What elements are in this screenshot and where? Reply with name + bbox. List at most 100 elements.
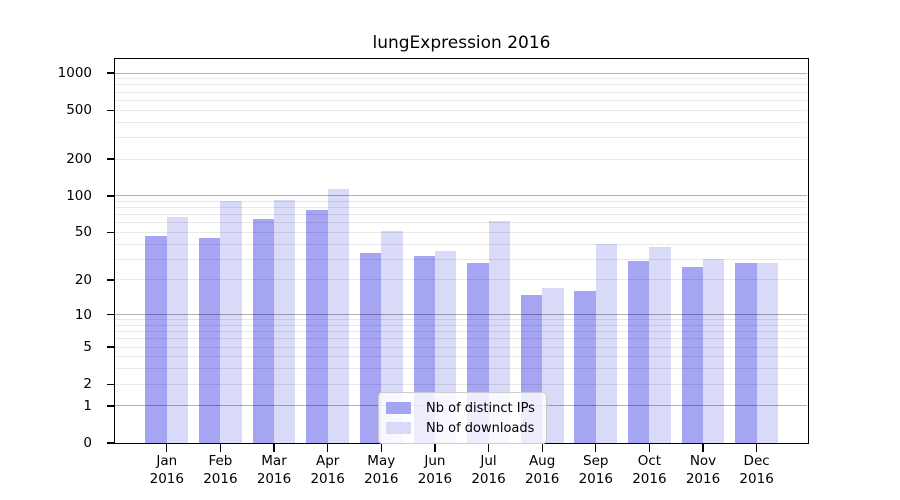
legend-item-downloads: Nb of downloads: [386, 418, 535, 438]
x-tick-label-jun: Jun 2016: [403, 453, 467, 488]
gridline-8: [115, 324, 808, 326]
x-tick-year-aug: 2016: [524, 470, 560, 487]
x-tick-label-nov: Nov 2016: [671, 453, 735, 488]
gridline-400: [115, 121, 808, 123]
gridline-1000: [115, 72, 808, 74]
bar-downloads-sep: [595, 244, 618, 444]
gridline-700: [115, 91, 808, 93]
gridline-20: [115, 279, 808, 281]
x-tick-month-nov: Nov: [689, 453, 717, 469]
gridline-50: [115, 231, 808, 233]
bar-distinct-ips-feb: [199, 237, 221, 444]
x-tick-month-oct: Oct: [637, 453, 662, 469]
y-tick-10: [106, 313, 115, 316]
y-tick-label-500: 500: [66, 102, 92, 119]
x-tick-month-dec: Dec: [743, 453, 770, 469]
x-tick-label-mar: Mar 2016: [242, 453, 306, 488]
y-tick-label-20: 20: [74, 271, 92, 288]
bar-downloads-feb: [220, 201, 242, 444]
x-tick-label-oct: Oct 2016: [617, 453, 681, 488]
gridline-5: [115, 346, 808, 348]
x-tick-mar: [273, 444, 275, 452]
gridline-6: [115, 338, 808, 340]
y-tick-1000: [106, 72, 115, 74]
y-tick-5: [106, 346, 115, 348]
gridline-600: [115, 99, 808, 101]
x-tick-month-apr: Apr: [315, 453, 340, 469]
gridline-30: [115, 258, 808, 260]
x-tick-label-feb: Feb 2016: [188, 453, 252, 488]
gridline-7: [115, 331, 808, 333]
legend-swatch-downloads: [386, 421, 411, 435]
bar-downloads-dec: [756, 262, 778, 444]
x-tick-month-aug: Aug: [528, 453, 556, 469]
x-tick-month-jul: Jul: [480, 453, 497, 469]
x-tick-year-jul: 2016: [471, 470, 506, 487]
y-tick-2: [106, 383, 115, 385]
y-tick-100: [106, 195, 115, 197]
legend-label-downloads: Nb of downloads: [426, 420, 535, 436]
legend: Nb of distinct IPs Nb of downloads: [378, 392, 547, 444]
x-tick-month-sep: Sep: [583, 453, 609, 469]
bar-distinct-ips-oct: [627, 260, 650, 444]
bar-downloads-jul: [488, 221, 510, 444]
y-tick-500: [106, 109, 115, 111]
x-tick-year-nov: 2016: [685, 470, 721, 487]
x-tick-label-jan: Jan 2016: [135, 453, 199, 488]
y-tick-label-2: 2: [83, 376, 92, 393]
x-tick-year-sep: 2016: [578, 470, 613, 487]
x-tick-jun: [434, 444, 436, 452]
gridline-800: [115, 84, 808, 86]
x-tick-dec: [756, 444, 758, 452]
y-tick-0: [106, 442, 115, 444]
y-tick-200: [106, 158, 115, 160]
gridline-90: [115, 200, 808, 202]
x-tick-month-jan: Jan: [156, 453, 178, 469]
bar-distinct-ips-mar: [252, 218, 275, 444]
bar-distinct-ips-nov: [681, 266, 703, 444]
chart-title: lungExpression 2016: [372, 33, 551, 53]
x-tick-feb: [219, 444, 222, 452]
y-tick-label-1000: 1000: [57, 65, 92, 82]
x-tick-year-oct: 2016: [632, 470, 667, 487]
legend-swatch-distinct-ips: [386, 401, 411, 415]
x-tick-month-mar: Mar: [261, 453, 287, 469]
bar-downloads-aug: [542, 288, 564, 444]
y-tick-50: [106, 231, 115, 234]
gridline-200: [115, 158, 808, 160]
x-tick-month-feb: Feb: [208, 453, 233, 469]
x-tick-label-dec: Dec 2016: [725, 453, 789, 488]
gridline-60: [115, 222, 808, 224]
x-tick-aug: [541, 444, 543, 452]
y-tick-label-5: 5: [83, 339, 92, 356]
y-tick-20: [106, 279, 115, 281]
x-tick-label-apr: Apr 2016: [296, 453, 360, 488]
gridline-900: [115, 78, 808, 80]
bar-downloads-oct: [649, 246, 671, 444]
y-tick-label-0: 0: [83, 435, 92, 451]
bar-distinct-ips-apr: [306, 210, 328, 444]
y-tick-1: [106, 405, 115, 407]
x-tick-year-mar: 2016: [256, 470, 292, 487]
gridline-10: [115, 314, 808, 316]
gridline-500: [115, 109, 808, 111]
y-tick-label-1: 1: [83, 397, 92, 414]
x-tick-sep: [595, 444, 597, 452]
bar-downloads-nov: [703, 259, 725, 444]
x-tick-year-feb: 2016: [203, 470, 238, 487]
x-tick-year-dec: 2016: [739, 470, 774, 487]
legend-label-distinct-ips: Nb of distinct IPs: [426, 400, 535, 416]
bar-distinct-ips-jan: [145, 235, 167, 444]
x-tick-label-sep: Sep 2016: [564, 453, 628, 488]
x-tick-jan: [166, 444, 168, 452]
gridline-2: [115, 383, 808, 385]
gridline-100: [115, 195, 808, 197]
bar-downloads-may: [381, 231, 403, 444]
x-tick-label-aug: Aug 2016: [510, 453, 574, 488]
y-tick-label-10: 10: [74, 306, 92, 323]
x-tick-label-jul: Jul 2016: [457, 453, 521, 488]
y-tick-label-50: 50: [74, 224, 92, 241]
y-tick-label-100: 100: [66, 187, 92, 204]
x-tick-apr: [327, 444, 329, 452]
